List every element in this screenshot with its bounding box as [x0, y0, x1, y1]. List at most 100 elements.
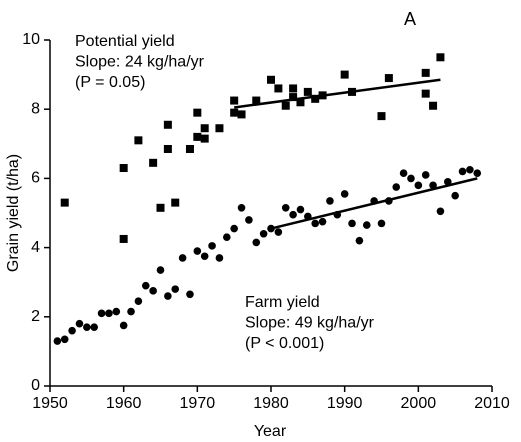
point [237, 110, 246, 119]
point [289, 210, 297, 219]
point [119, 164, 128, 173]
point [156, 266, 165, 274]
point [318, 217, 327, 226]
point [185, 144, 194, 153]
point [112, 307, 121, 316]
point [392, 183, 401, 191]
y-tick-label: 10 [22, 31, 40, 48]
point [193, 132, 202, 141]
point [230, 224, 238, 233]
point [259, 229, 268, 238]
x-tick-label: 1990 [327, 395, 363, 412]
trend-line [234, 78, 441, 109]
point [466, 165, 474, 174]
annotation: (P = 0.05) [75, 74, 145, 91]
point [134, 297, 143, 306]
point [303, 87, 312, 96]
point [458, 167, 467, 176]
point [186, 290, 194, 299]
point [90, 323, 98, 331]
point [119, 321, 128, 330]
y-tick-label: 0 [31, 377, 40, 394]
point [340, 190, 349, 198]
x-tick-label: 1970 [180, 395, 216, 412]
point [193, 247, 202, 255]
x-tick-label: 1950 [32, 395, 68, 412]
point [355, 236, 364, 245]
y-tick-label: 6 [31, 170, 40, 187]
annotation: Potential yield [75, 33, 175, 50]
point [156, 203, 165, 212]
point [83, 323, 91, 331]
point [60, 198, 69, 207]
point [97, 309, 106, 318]
point [473, 169, 482, 178]
y-axis-label: Grain yield (t/ha) [5, 154, 22, 272]
point [68, 326, 76, 335]
point [208, 242, 216, 250]
point [399, 169, 408, 178]
point [281, 101, 290, 110]
point [163, 120, 172, 129]
panel-label: A [404, 9, 416, 29]
y-tick-label: 4 [31, 239, 40, 256]
annotation: Slope: 24 kg/ha/yr [75, 54, 205, 71]
point [171, 285, 180, 293]
point [178, 254, 187, 262]
point [53, 337, 62, 345]
point [215, 254, 224, 262]
point [326, 197, 334, 205]
x-tick-label: 1980 [253, 395, 289, 412]
point [105, 309, 113, 318]
y-tick-label: 8 [31, 100, 40, 117]
point [164, 292, 172, 300]
point [149, 287, 157, 295]
x-axis-label: Year [254, 423, 287, 440]
point [200, 252, 209, 261]
point [215, 124, 224, 133]
point [193, 108, 202, 117]
point [252, 96, 261, 105]
point [429, 101, 438, 110]
point [407, 174, 415, 183]
trend-line [270, 177, 478, 230]
point [245, 216, 253, 224]
point [289, 84, 298, 93]
point [362, 221, 371, 229]
point [171, 198, 180, 207]
point [444, 178, 452, 186]
annotation: Slope: 49 kg/ha/yr [245, 315, 375, 332]
point [230, 96, 239, 105]
point [451, 191, 459, 200]
point [149, 158, 158, 167]
point [311, 94, 320, 103]
point [429, 181, 437, 190]
point [223, 233, 231, 242]
point [230, 108, 239, 117]
x-tick-label: 2000 [401, 395, 437, 412]
point [141, 281, 150, 290]
point [296, 98, 305, 107]
point [296, 205, 305, 214]
point [348, 219, 356, 228]
point [119, 234, 128, 243]
point [200, 124, 209, 133]
x-tick-label: 2010 [474, 395, 510, 412]
y-tick-label: 2 [31, 308, 40, 325]
point [237, 204, 246, 212]
point [252, 238, 261, 247]
point [274, 84, 283, 93]
point [127, 307, 135, 316]
point [60, 335, 69, 344]
x-tick-label: 1960 [106, 395, 142, 412]
point [340, 70, 349, 79]
point [436, 53, 445, 62]
point [311, 219, 320, 228]
point [274, 228, 283, 236]
point [134, 136, 143, 145]
annotation: Farm yield [245, 294, 320, 311]
point [377, 219, 386, 228]
point [75, 319, 84, 328]
point [421, 171, 430, 179]
